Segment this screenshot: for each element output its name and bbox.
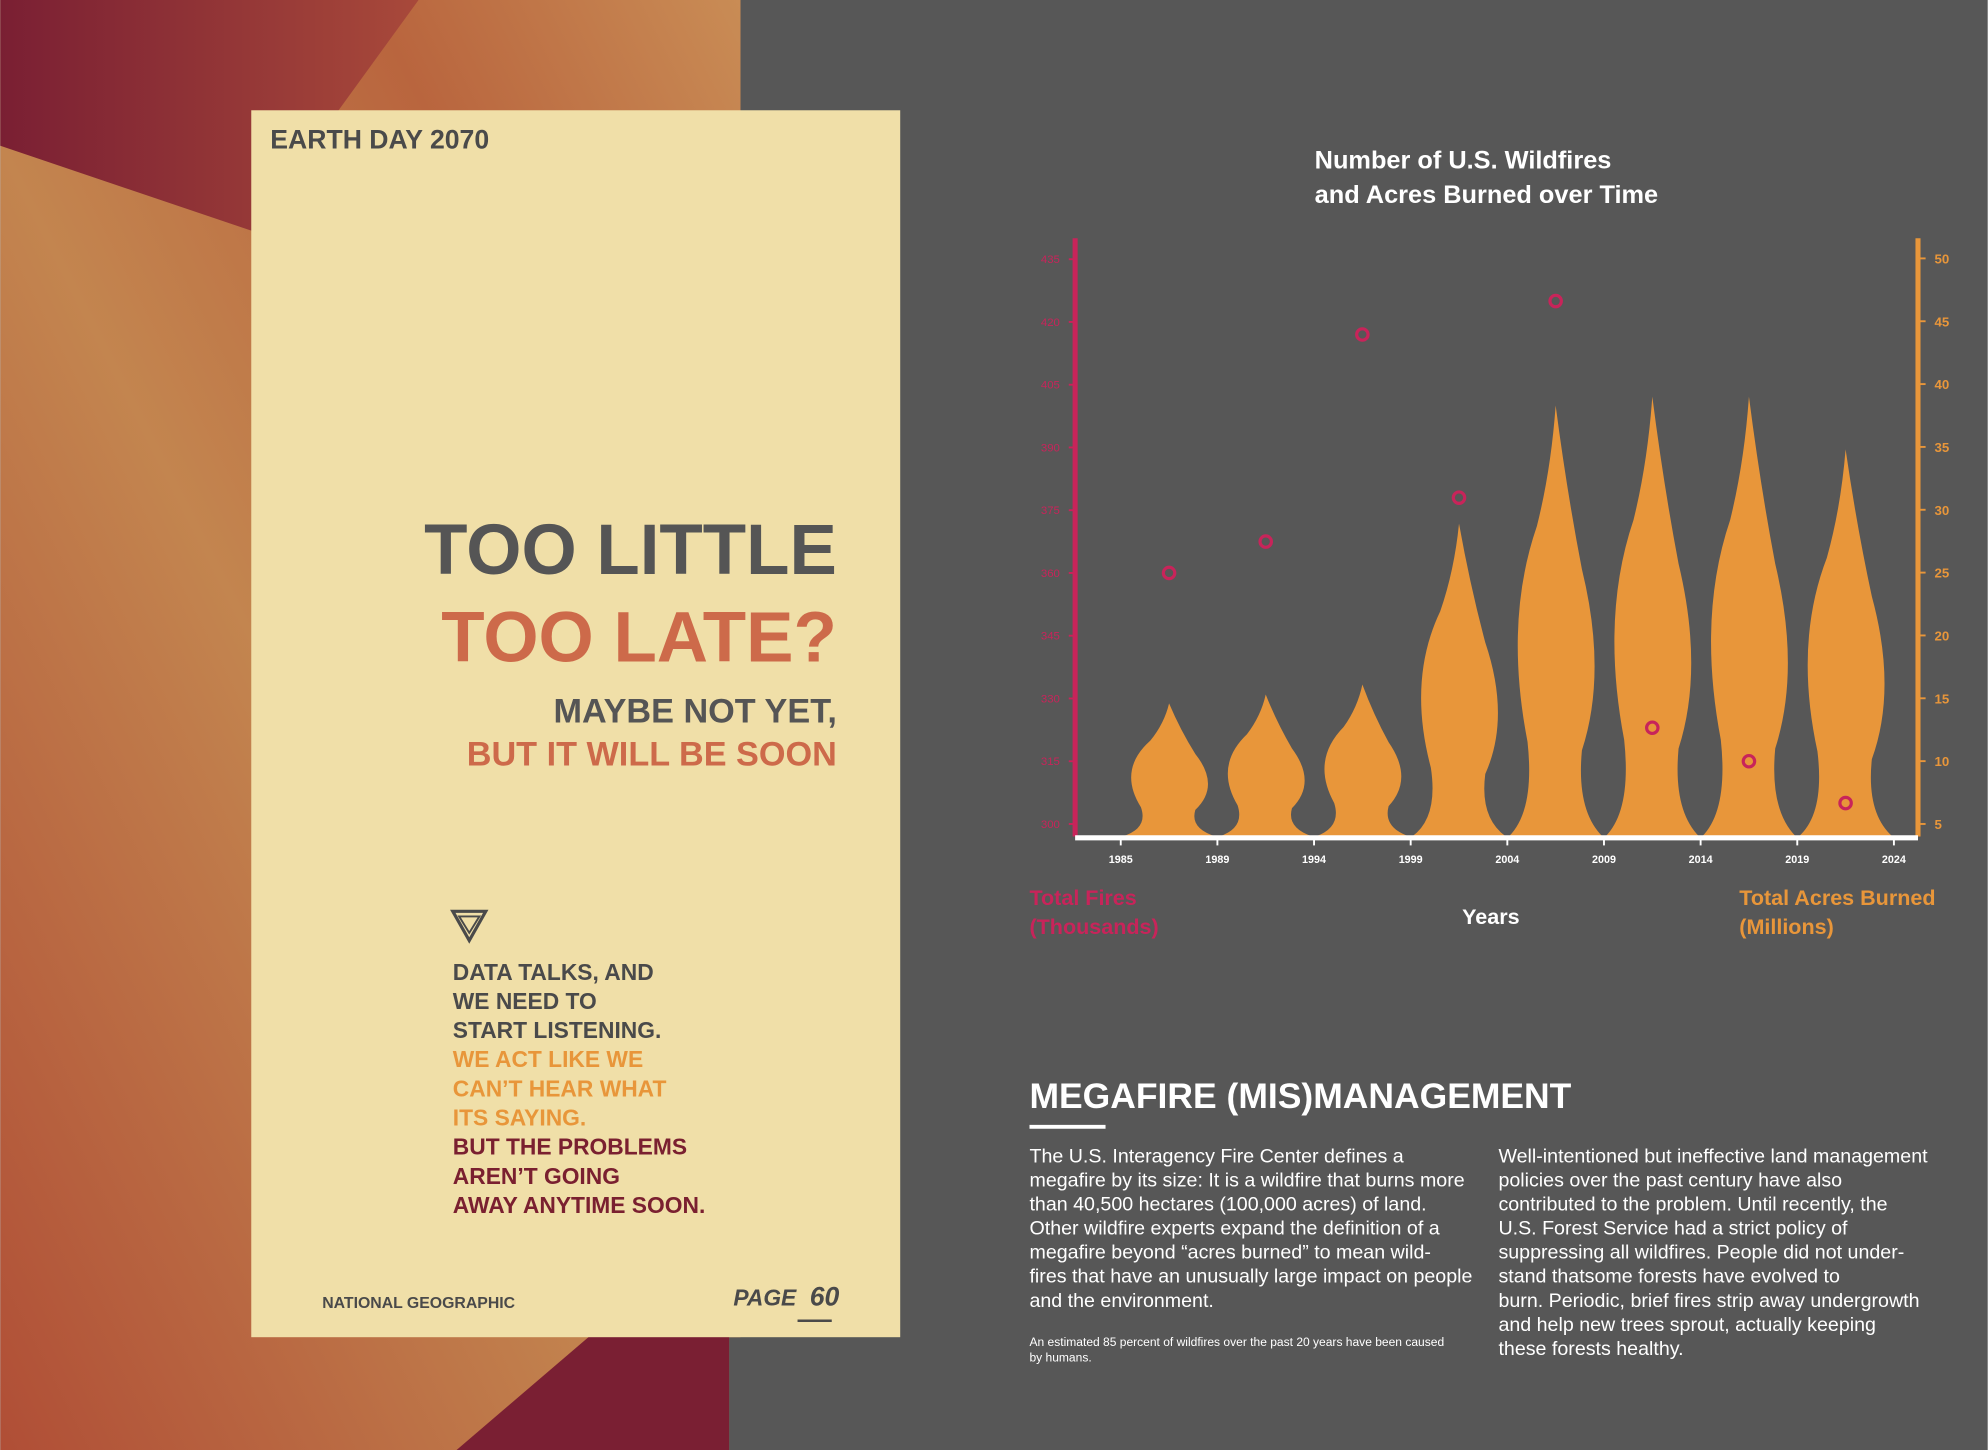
paragraph-line: than 40,500 hectares (100,000 acres) of … bbox=[1029, 1193, 1426, 1215]
paragraph-line: U.S. Forest Service had a strict policy … bbox=[1498, 1218, 1848, 1240]
y-tick-label: 375 bbox=[1041, 505, 1060, 517]
paragraph-line: burn. Periodic, brief fires strip away u… bbox=[1498, 1290, 1919, 1312]
flame-bar bbox=[1702, 396, 1796, 837]
y-tick-label: 390 bbox=[1041, 442, 1060, 454]
x-tick-label: 2009 bbox=[1592, 854, 1616, 866]
chart-title: and Acres Burned over Time bbox=[1315, 181, 1658, 209]
paragraph-line: policies over the past century have also bbox=[1498, 1169, 1842, 1191]
subhead: MAYBE NOT YET, bbox=[554, 692, 837, 730]
y2-tick-label: 10 bbox=[1934, 754, 1949, 769]
y-tick-label: 420 bbox=[1041, 317, 1060, 329]
x-tick-label: 2014 bbox=[1689, 854, 1713, 866]
paragraph-line: Well-intentioned but ineffective land ma… bbox=[1498, 1145, 1928, 1167]
x-tick-label: 2024 bbox=[1882, 854, 1906, 866]
flame-bar bbox=[1508, 405, 1603, 837]
y-axis-label: Total Fires bbox=[1029, 886, 1136, 910]
icon bbox=[457, 915, 482, 935]
callout-line: CAN’T HEAR WHAT bbox=[453, 1075, 667, 1101]
x-tick-label: 2004 bbox=[1495, 854, 1519, 866]
paragraph-line: and help new trees sprout, actually keep… bbox=[1498, 1314, 1875, 1336]
plot: 300 315 330 345 360 375 390 405 420 435 5 10 15 20 25 3… bbox=[1041, 238, 1950, 866]
y2-tick-label: 40 bbox=[1934, 377, 1949, 392]
y2-tick-label: 45 bbox=[1934, 314, 1949, 329]
page-label: PAGE bbox=[733, 1285, 797, 1311]
flame-bar bbox=[1605, 396, 1700, 837]
callout-line: DATA TALKS, AND bbox=[453, 959, 654, 985]
footnote: by humans. bbox=[1029, 1350, 1091, 1364]
flame-bar bbox=[1218, 694, 1313, 837]
point bbox=[1258, 534, 1274, 549]
paragraph-line: stand thatsome forests have evolved to bbox=[1498, 1266, 1840, 1288]
y2-axis-label: Total Acres Burned bbox=[1739, 886, 1935, 910]
footnote: An estimated 85 percent of wildfires ove… bbox=[1029, 1335, 1444, 1349]
y-axis-label: (Thousands) bbox=[1029, 915, 1158, 939]
paragraph-line: and the environment. bbox=[1029, 1290, 1213, 1312]
point bbox=[1161, 565, 1177, 581]
y2-axis-label: (Millions) bbox=[1739, 915, 1833, 939]
point bbox=[1741, 753, 1757, 769]
paragraph-line: fires that have an unusually large impac… bbox=[1029, 1266, 1472, 1288]
callout-line: START LISTENING. bbox=[453, 1017, 662, 1043]
point bbox=[1451, 490, 1467, 505]
y2-tick-label: 20 bbox=[1934, 629, 1949, 644]
x-tick-label: 1999 bbox=[1399, 854, 1423, 866]
y-tick-label: 345 bbox=[1041, 631, 1060, 643]
headline: TOO LITTLE bbox=[424, 511, 837, 590]
y2-tick-label: 35 bbox=[1934, 440, 1949, 455]
paragraph-line: Other wildfire experts expand the defini… bbox=[1029, 1218, 1439, 1240]
chart-title: Number of U.S. Wildfires bbox=[1315, 147, 1612, 175]
callout: DATA TALKS, AND WE NEED TO START LISTENING… bbox=[453, 959, 706, 1218]
flame-bar bbox=[1412, 523, 1506, 837]
paragraph-line: The U.S. Interagency Fire Center defines… bbox=[1029, 1145, 1403, 1167]
publisher: NATIONAL GEOGRAPHIC bbox=[322, 1295, 515, 1312]
y2-tick-label: 15 bbox=[1934, 691, 1949, 706]
y-tick-label: 300 bbox=[1041, 819, 1060, 831]
paragraph-line: suppressing all wildfires. People did no… bbox=[1498, 1242, 1904, 1264]
y2-tick-label: 5 bbox=[1934, 817, 1942, 832]
callout-line: WE NEED TO bbox=[453, 988, 597, 1014]
paragraph-line: megafire beyond “acres burned” to mean w… bbox=[1029, 1242, 1430, 1264]
x-tick-label: 1994 bbox=[1302, 854, 1326, 866]
y-tick-label: 315 bbox=[1041, 756, 1060, 768]
icon bbox=[450, 909, 489, 944]
x-axis-label: Years bbox=[1462, 905, 1520, 929]
point bbox=[1838, 795, 1853, 811]
paragraph-line: megafire by its size: It is a wildfire t… bbox=[1029, 1169, 1464, 1191]
callout-line: ITS SAYING. bbox=[453, 1105, 586, 1131]
flame-bar bbox=[1315, 684, 1410, 837]
y2-tick-label: 30 bbox=[1934, 503, 1949, 518]
callout-line: AWAY ANYTIME SOON. bbox=[453, 1192, 706, 1218]
callout-line: WE ACT LIKE WE bbox=[453, 1046, 643, 1072]
headline: TOO LATE? bbox=[441, 599, 837, 678]
y-tick-label: 330 bbox=[1041, 693, 1060, 705]
y-tick-label: 405 bbox=[1041, 380, 1060, 392]
x-tick-label: 1985 bbox=[1109, 854, 1133, 866]
flame-bar bbox=[1798, 449, 1893, 837]
y2-tick-label: 50 bbox=[1934, 251, 1949, 266]
x-tick-label: 1989 bbox=[1205, 854, 1229, 866]
article: The U.S. Interagency Fire Center defines… bbox=[1029, 1145, 1928, 1364]
point bbox=[1548, 293, 1563, 309]
callout-line: AREN’T GOING bbox=[453, 1163, 620, 1189]
y-tick-label: 360 bbox=[1041, 568, 1060, 580]
y2-tick-label: 25 bbox=[1934, 566, 1949, 581]
flame-bar bbox=[1122, 703, 1216, 837]
tag: EARTH DAY 2070 bbox=[270, 124, 489, 154]
subhead: BUT IT WILL BE SOON bbox=[467, 736, 837, 774]
x-tick-label: 2019 bbox=[1785, 854, 1809, 866]
y-tick-label: 435 bbox=[1041, 254, 1060, 266]
paragraph-line: these forests healthy. bbox=[1498, 1338, 1683, 1360]
card bbox=[251, 110, 901, 1338]
point bbox=[1355, 327, 1370, 342]
backdrop-shape bbox=[0, 0, 419, 231]
callout-line: BUT THE PROBLEMS bbox=[453, 1134, 687, 1160]
page-number: 60 bbox=[810, 1282, 840, 1312]
point bbox=[1645, 720, 1660, 736]
article-heading: MEGAFIRE (MIS)MANAGEMENT bbox=[1029, 1076, 1571, 1116]
paragraph-line: contributed to the problem. Until recent… bbox=[1498, 1193, 1887, 1215]
